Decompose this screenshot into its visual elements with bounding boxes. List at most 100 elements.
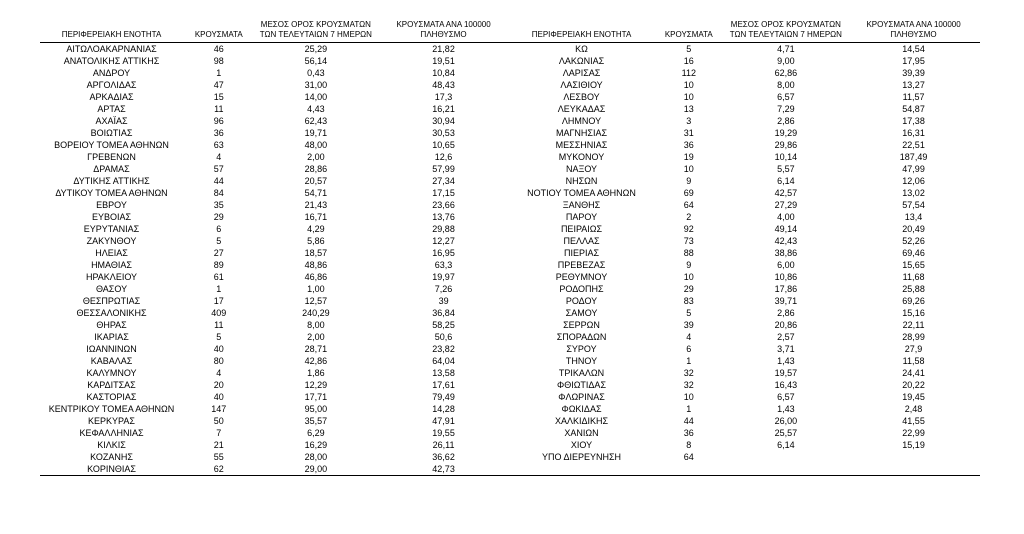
table-cell: ΘΕΣΣΑΛΟΝΙΚΗΣ <box>40 307 183 319</box>
table-cell: 8,00 <box>255 319 378 331</box>
table-cell: 13,02 <box>847 187 980 199</box>
table-cell: ΜΥΚΟΝΟΥ <box>510 151 653 163</box>
table-cell: 15,65 <box>847 259 980 271</box>
table-cell: 17 <box>183 295 255 307</box>
table-row: ΚΩ54,7114,54 <box>510 43 980 56</box>
table-cell: 41,55 <box>847 415 980 427</box>
table-row: ΛΕΥΚΑΔΑΣ137,2954,87 <box>510 103 980 115</box>
table-cell: 12,29 <box>255 379 378 391</box>
table-cell: 19,55 <box>377 427 510 439</box>
table-cell: 23,82 <box>377 343 510 355</box>
table-cell: ΓΡΕΒΕΝΩΝ <box>40 151 183 163</box>
table-cell: 10 <box>653 271 725 283</box>
table-cell: 73 <box>653 235 725 247</box>
table-cell: ΑΡΤΑΣ <box>40 103 183 115</box>
table-cell: 13,76 <box>377 211 510 223</box>
table-cell: 29 <box>183 211 255 223</box>
table-cell: ΔΥΤΙΚΟΥ ΤΟΜΕΑ ΑΘΗΝΩΝ <box>40 187 183 199</box>
table-row: ΝΟΤΙΟΥ ΤΟΜΕΑ ΑΘΗΝΩΝ6942,5713,02 <box>510 187 980 199</box>
table-cell: 13,58 <box>377 367 510 379</box>
table-cell: 25,88 <box>847 283 980 295</box>
table-cell: ΙΩΑΝΝΙΝΩΝ <box>40 343 183 355</box>
table-cell: 2,48 <box>847 403 980 415</box>
table-cell: ΛΕΣΒΟΥ <box>510 91 653 103</box>
table-cell: 48,43 <box>377 79 510 91</box>
table-cell: 5 <box>653 307 725 319</box>
table-cell: ΗΜΑΘΙΑΣ <box>40 259 183 271</box>
table-cell: 39,39 <box>847 67 980 79</box>
table-cell: ΛΑΚΩΝΙΑΣ <box>510 55 653 67</box>
col-cases: ΚΡΟΥΣΜΑΤΑ <box>183 20 255 43</box>
table-cell: 4,71 <box>725 43 848 56</box>
table-cell: 7,29 <box>725 103 848 115</box>
table-cell: ΛΕΥΚΑΔΑΣ <box>510 103 653 115</box>
table-cell: ΠΕΛΛΑΣ <box>510 235 653 247</box>
table-cell: ΣΠΟΡΑΔΩΝ <box>510 331 653 343</box>
table-cell: 4 <box>653 331 725 343</box>
table-row: ΓΡΕΒΕΝΩΝ42,0012,6 <box>40 151 510 163</box>
table-row: ΣΑΜΟΥ52,8615,16 <box>510 307 980 319</box>
table-cell: 28,00 <box>255 451 378 463</box>
table-cell: 29,00 <box>255 463 378 476</box>
table-cell: 17,3 <box>377 91 510 103</box>
table-cell: 16,95 <box>377 247 510 259</box>
right-table-head: ΠΕΡΙΦΕΡΕΙΑΚΗ ΕΝΟΤΗΤΑ ΚΡΟΥΣΜΑΤΑ ΜΕΣΟΣ ΟΡΟ… <box>510 20 980 43</box>
table-cell: 50 <box>183 415 255 427</box>
table-cell: 69 <box>653 187 725 199</box>
table-cell: 16,71 <box>255 211 378 223</box>
table-cell: 36 <box>183 127 255 139</box>
col-region: ΠΕΡΙΦΕΡΕΙΑΚΗ ΕΝΟΤΗΤΑ <box>510 20 653 43</box>
table-row: ΧΑΝΙΩΝ3625,5722,99 <box>510 427 980 439</box>
table-cell: 39,71 <box>725 295 848 307</box>
table-cell: 83 <box>653 295 725 307</box>
table-cell: 39 <box>653 319 725 331</box>
table-cell: ΠΙΕΡΙΑΣ <box>510 247 653 259</box>
table-row: ΜΕΣΣΗΝΙΑΣ3629,8622,51 <box>510 139 980 151</box>
table-cell: 112 <box>653 67 725 79</box>
table-cell: ΕΒΡΟΥ <box>40 199 183 211</box>
col-avg7: ΜΕΣΟΣ ΟΡΟΣ ΚΡΟΥΣΜΑΤΩΝ ΤΩΝ ΤΕΛΕΥΤΑΙΩΝ 7 Η… <box>255 20 378 43</box>
table-row: ΚΕΡΚΥΡΑΣ5035,5747,91 <box>40 415 510 427</box>
table-cell: 42,57 <box>725 187 848 199</box>
table-cell: 6,14 <box>725 175 848 187</box>
table-row: ΔΡΑΜΑΣ5728,8657,99 <box>40 163 510 175</box>
table-cell: 28,99 <box>847 331 980 343</box>
table-cell: ΑΡΓΟΛΙΔΑΣ <box>40 79 183 91</box>
table-cell: 14,00 <box>255 91 378 103</box>
table-cell: ΚΟΖΑΝΗΣ <box>40 451 183 463</box>
table-cell: 62 <box>183 463 255 476</box>
table-cell: 5 <box>183 235 255 247</box>
table-row <box>510 463 980 476</box>
table-cell: ΚΑΛΥΜΝΟΥ <box>40 367 183 379</box>
table-cell: 29,86 <box>725 139 848 151</box>
table-cell: 46,86 <box>255 271 378 283</box>
table-cell: ΘΑΣΟΥ <box>40 283 183 295</box>
table-cell: ΛΑΣΙΘΙΟΥ <box>510 79 653 91</box>
table-row: ΝΑΞΟΥ105,5747,99 <box>510 163 980 175</box>
table-cell: ΡΟΔΟΠΗΣ <box>510 283 653 295</box>
table-cell: ΑΡΚΑΔΙΑΣ <box>40 91 183 103</box>
table-cell: 92 <box>653 223 725 235</box>
table-cell: 24,41 <box>847 367 980 379</box>
table-cell: 42,43 <box>725 235 848 247</box>
table-cell: 44 <box>183 175 255 187</box>
table-cell <box>847 463 980 476</box>
table-cell: 48,00 <box>255 139 378 151</box>
table-cell: ΙΚΑΡΙΑΣ <box>40 331 183 343</box>
table-cell: 23,66 <box>377 199 510 211</box>
table-cell: ΑΝΔΡΟΥ <box>40 67 183 79</box>
table-cell: 15 <box>183 91 255 103</box>
table-row: ΘΕΣΣΑΛΟΝΙΚΗΣ409240,2936,84 <box>40 307 510 319</box>
table-cell: 4,00 <box>725 211 848 223</box>
table-row: ΚΕΝΤΡΙΚΟΥ ΤΟΜΕΑ ΑΘΗΝΩΝ14795,0014,28 <box>40 403 510 415</box>
table-row: ΑΡΓΟΛΙΔΑΣ4731,0048,43 <box>40 79 510 91</box>
table-row: ΣΠΟΡΑΔΩΝ42,5728,99 <box>510 331 980 343</box>
table-row: ΒΟΡΕΙΟΥ ΤΟΜΕΑ ΑΘΗΝΩΝ6348,0010,65 <box>40 139 510 151</box>
table-cell: 64 <box>653 451 725 463</box>
table-cell: 27,9 <box>847 343 980 355</box>
table-cell: ΚΟΡΙΝΘΙΑΣ <box>40 463 183 476</box>
table-cell <box>725 451 848 463</box>
table-cell: ΡΕΘΥΜΝΟΥ <box>510 271 653 283</box>
table-row: ΑΙΤΩΛΟΑΚΑΡΝΑΝΙΑΣ4625,2921,82 <box>40 43 510 56</box>
table-cell: ΗΡΑΚΛΕΙΟΥ <box>40 271 183 283</box>
